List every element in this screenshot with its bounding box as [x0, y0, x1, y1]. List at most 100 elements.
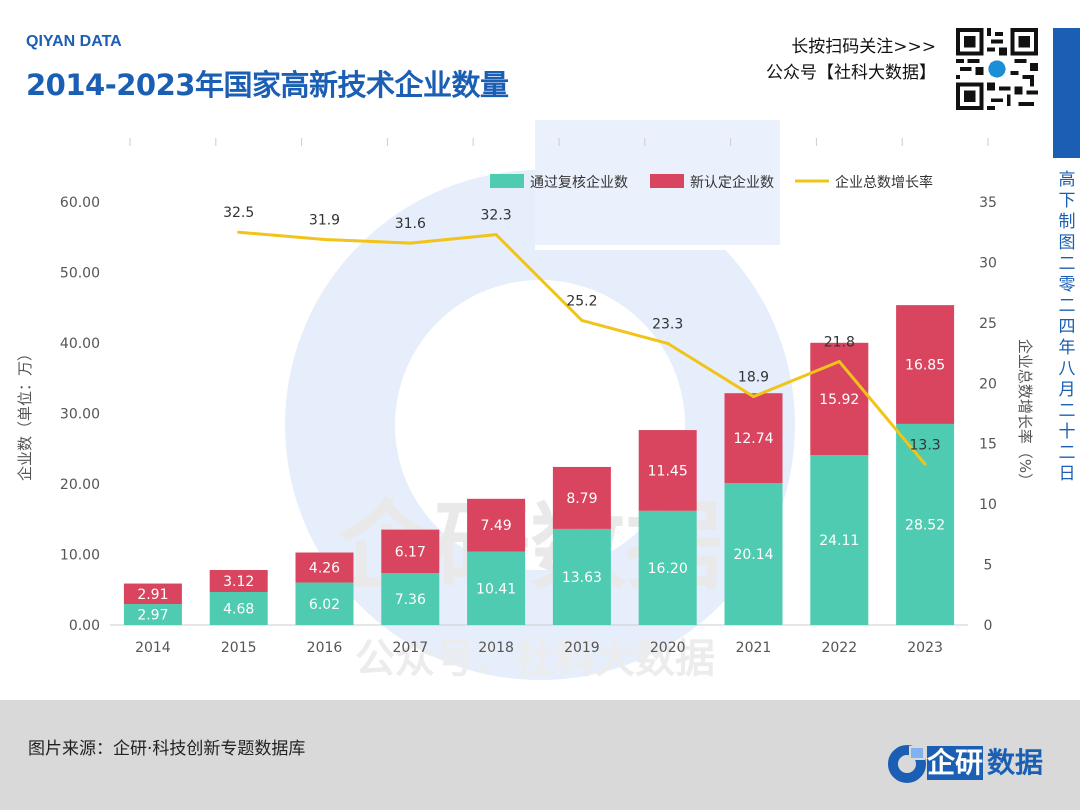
growth-rate-point [580, 318, 584, 322]
footer-logo: 企研 数据 [887, 744, 1062, 784]
y-tick-label: 10.00 [60, 548, 100, 564]
qr-caption: 长按扫码关注>>> 公众号【社科大数据】 [766, 34, 936, 86]
y2-tick-label: 5 [984, 558, 993, 574]
image-source: 图片来源：企研·科技创新专题数据库 [28, 739, 306, 759]
bar-new-label: 16.85 [905, 358, 945, 374]
bar-new [209, 570, 268, 593]
y-tick-label: 50.00 [60, 266, 100, 282]
footer: 图片来源：企研·科技创新专题数据库 企研 数据 [0, 700, 1080, 810]
bar-new [123, 583, 182, 605]
y2-tick-label: 35 [979, 195, 997, 211]
bar-new-label: 8.79 [566, 491, 597, 507]
legend-swatch-new [650, 174, 684, 188]
bar-new-label: 2.91 [137, 587, 168, 603]
x-tick-label: 2019 [564, 640, 600, 656]
growth-rate-label: 32.3 [481, 208, 512, 224]
qr-caption-line1: 长按扫码关注>>> [791, 37, 936, 57]
bar-reviewed [810, 455, 869, 625]
bar-new-label: 6.17 [395, 544, 426, 560]
y-axis-title: 企业数（单位：万） [16, 346, 34, 481]
y2-tick-label: 20 [979, 376, 997, 392]
x-tick-label: 2015 [221, 640, 257, 656]
bar-new-label: 4.26 [309, 561, 340, 577]
growth-rate-point [494, 233, 498, 237]
growth-rate-point [408, 241, 412, 245]
x-tick-label: 2021 [736, 640, 772, 656]
growth-rate-point [837, 360, 841, 364]
bar-new [467, 498, 526, 552]
logo-box: 企研 [927, 746, 983, 780]
growth-rate-point [323, 237, 326, 241]
growth-rate-label: 21.8 [824, 335, 855, 351]
bar-reviewed-label: 24.11 [819, 533, 859, 549]
x-tick-label: 2020 [650, 640, 686, 656]
growth-rate-label: 32.5 [223, 205, 254, 221]
growth-rate-label: 31.9 [309, 212, 340, 228]
y-tick-label: 60.00 [60, 195, 100, 211]
bar-new-label: 7.49 [481, 518, 512, 534]
y-tick-label: 40.00 [60, 336, 100, 352]
y2-axis-title: 企业总数增长率（%） [1016, 339, 1034, 488]
x-tick-label: 2018 [478, 640, 514, 656]
y-tick-label: 30.00 [60, 407, 100, 423]
growth-rate-point [237, 230, 241, 234]
growth-rate-point [752, 395, 755, 399]
page-title: 2014-2023年国家高新技术企业数量 [26, 68, 509, 102]
x-tick-label: 2023 [907, 640, 943, 656]
side-accent-bar [1053, 28, 1080, 158]
bar-new [295, 552, 354, 583]
bar-new [638, 430, 697, 511]
bar-reviewed [552, 528, 611, 625]
y2-tick-label: 0 [984, 618, 993, 634]
y-tick-label: 20.00 [60, 477, 100, 493]
growth-rate-label: 13.3 [910, 437, 941, 453]
bar-reviewed-label: 16.20 [648, 561, 688, 577]
bar-reviewed [896, 423, 955, 625]
growth-rate-label: 25.2 [566, 293, 597, 309]
bar-new [381, 529, 440, 574]
chart: 企研数据 公众号：社科大数据 0.0010.0020.0030.0040.005… [16, 120, 1034, 682]
bar-new [552, 466, 611, 529]
growth-rate-label: 23.3 [652, 316, 683, 332]
growth-rate-label: 18.9 [738, 370, 769, 386]
y2-tick-label: 30 [979, 255, 997, 271]
watermark-small-text: 公众号：社科大数据 [355, 636, 715, 682]
bar-reviewed [638, 510, 697, 625]
y2-tick-label: 15 [979, 437, 997, 453]
bar-new-label: 15.92 [819, 392, 859, 408]
legend-label-reviewed: 通过复核企业数 [530, 174, 628, 191]
bar-reviewed [467, 551, 526, 625]
logo-tail-text: 数据 [987, 746, 1044, 779]
logo-main-text: 企研 [927, 746, 984, 779]
x-tick-label: 2017 [392, 640, 428, 656]
bar-reviewed [724, 483, 783, 625]
y-tick-label: 0.00 [69, 618, 100, 634]
legend-label-growth: 企业总数增长率 [835, 174, 933, 191]
legend-label-new: 新认定企业数 [690, 174, 774, 191]
bar-new-label: 3.12 [223, 574, 254, 590]
bar-reviewed-label: 6.02 [309, 597, 340, 613]
bar-reviewed-label: 2.97 [137, 608, 168, 624]
bar-new [724, 393, 783, 484]
growth-rate-point [666, 341, 670, 345]
x-tick-label: 2016 [307, 640, 343, 656]
bar-reviewed [381, 573, 440, 625]
growth-rate-label: 31.6 [395, 216, 426, 232]
bar-reviewed [209, 592, 268, 625]
legend-swatch-reviewed [490, 174, 524, 188]
y2-tick-label: 25 [979, 316, 997, 332]
bar-new [896, 305, 955, 424]
bar-new-label: 11.45 [648, 463, 688, 479]
x-tick-label: 2014 [135, 640, 171, 656]
bar-new-label: 12.74 [733, 431, 773, 447]
logo-c-icon [888, 745, 926, 783]
bar-reviewed-label: 4.68 [223, 602, 254, 618]
qr-code-icon[interactable] [955, 28, 1039, 110]
bar-reviewed-label: 10.41 [476, 581, 516, 597]
qr-caption-line2: 公众号【社科大数据】 [766, 63, 936, 83]
bar-reviewed-label: 13.63 [562, 570, 602, 586]
bar-reviewed [295, 582, 354, 625]
plot-area: 0.00 10.00 20.00 30.00 40.00 50.00 60.00 0 5 10 15… [16, 138, 1034, 656]
bar-reviewed-label: 7.36 [395, 592, 426, 608]
growth-rate-point [923, 462, 927, 466]
